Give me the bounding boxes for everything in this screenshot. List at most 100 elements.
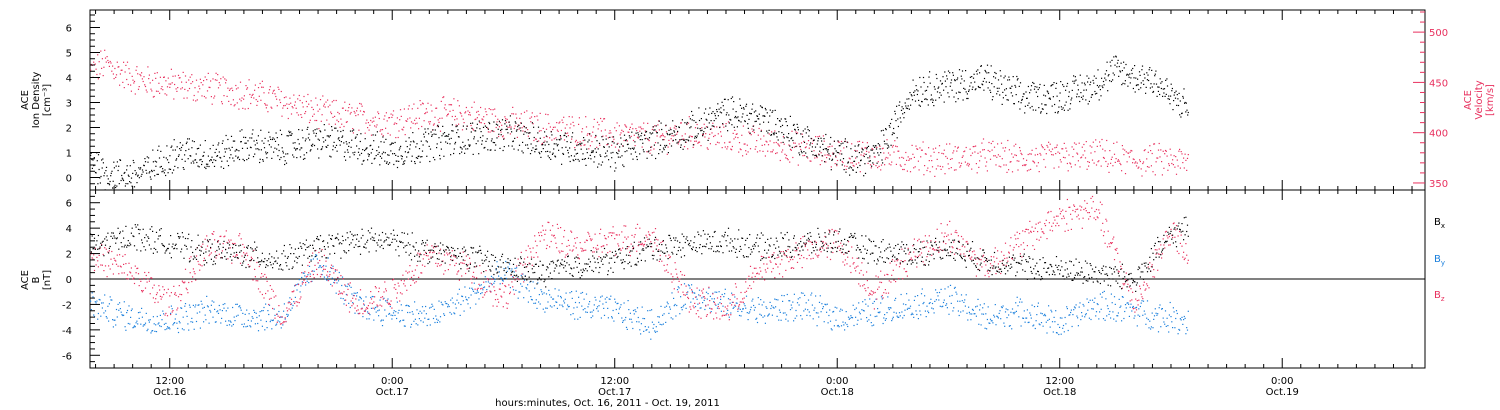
density-point xyxy=(470,131,472,133)
velocity-point xyxy=(796,132,799,134)
density-point xyxy=(345,159,347,161)
by-point xyxy=(796,302,799,304)
density-point xyxy=(925,89,928,91)
velocity-point xyxy=(1066,150,1068,152)
by-point xyxy=(689,287,691,289)
density-point xyxy=(393,163,395,166)
bz-point xyxy=(308,261,311,263)
velocity-point xyxy=(239,98,241,100)
density-point xyxy=(365,148,367,150)
density-point xyxy=(419,161,421,163)
density-point xyxy=(184,154,186,156)
by-point xyxy=(348,302,350,304)
density-point xyxy=(869,155,871,157)
velocity-point xyxy=(1174,166,1176,168)
velocity-point xyxy=(471,106,473,108)
by-point xyxy=(590,317,592,319)
density-point xyxy=(669,133,671,135)
by-point xyxy=(195,304,197,306)
density-point xyxy=(839,159,842,161)
density-point xyxy=(480,131,482,133)
by-point xyxy=(658,316,660,318)
density-point xyxy=(603,146,605,148)
density-point xyxy=(924,98,926,100)
by-point xyxy=(309,273,311,275)
velocity-point xyxy=(1178,150,1180,152)
velocity-point xyxy=(975,145,977,147)
density-point xyxy=(607,143,609,145)
velocity-point xyxy=(818,153,820,155)
velocity-point xyxy=(931,160,933,162)
velocity-point xyxy=(428,121,430,123)
velocity-point xyxy=(858,140,861,142)
velocity-point xyxy=(193,94,195,97)
density-point xyxy=(292,154,294,156)
velocity-point xyxy=(679,139,681,141)
velocity-point xyxy=(1004,147,1007,149)
density-point xyxy=(276,137,278,139)
by-point xyxy=(866,320,868,322)
by-point xyxy=(329,271,331,273)
density-point xyxy=(1142,80,1144,82)
velocity-point xyxy=(369,124,371,126)
density-point xyxy=(866,148,868,150)
by-point xyxy=(540,289,542,291)
velocity-point xyxy=(877,167,879,169)
bz-point xyxy=(325,260,327,262)
by-point xyxy=(990,320,992,322)
density-axis-tick-label: 0 xyxy=(66,174,72,185)
velocity-point xyxy=(1154,174,1156,176)
density-point xyxy=(645,131,647,133)
by-point xyxy=(1124,310,1126,313)
density-point xyxy=(672,139,674,141)
by-point xyxy=(942,305,944,307)
density-point xyxy=(492,130,494,132)
density-point xyxy=(1058,100,1061,102)
density-point xyxy=(270,146,272,148)
bz-point xyxy=(202,243,204,245)
density-point xyxy=(1065,89,1067,91)
density-point xyxy=(946,75,948,77)
by-point xyxy=(661,324,663,326)
density-point xyxy=(396,160,398,162)
velocity-point xyxy=(851,162,854,164)
by-point xyxy=(242,312,244,314)
by-point xyxy=(776,315,778,317)
velocity-point xyxy=(665,131,668,133)
by-point xyxy=(991,320,993,322)
by-point xyxy=(607,307,609,309)
velocity-point xyxy=(1121,145,1123,147)
density-point xyxy=(451,124,453,126)
by-point xyxy=(1004,311,1007,313)
density-point xyxy=(334,146,336,149)
velocity-point xyxy=(404,134,406,136)
by-point xyxy=(390,314,392,316)
density-point xyxy=(435,133,437,135)
velocity-point xyxy=(97,78,99,80)
by-point xyxy=(1085,313,1087,315)
bz-point xyxy=(334,282,336,284)
velocity-point xyxy=(158,82,160,84)
density-point xyxy=(1040,112,1042,114)
by-point xyxy=(362,316,364,318)
by-point xyxy=(535,299,537,301)
velocity-point xyxy=(762,150,764,152)
density-point xyxy=(575,153,577,155)
density-point xyxy=(633,147,635,149)
density-point xyxy=(901,106,903,108)
velocity-point xyxy=(854,149,856,152)
density-point xyxy=(614,162,616,164)
velocity-point xyxy=(1150,150,1152,152)
velocity-point xyxy=(815,136,817,138)
density-point xyxy=(700,118,702,120)
density-point xyxy=(1079,74,1081,76)
density-point xyxy=(1127,85,1129,87)
density-point xyxy=(100,175,102,178)
density-point xyxy=(791,146,793,149)
density-point xyxy=(936,91,939,93)
bz-point xyxy=(176,309,178,311)
density-point xyxy=(561,163,563,165)
velocity-point xyxy=(1176,159,1178,161)
density-point xyxy=(913,94,915,96)
velocity-point xyxy=(619,134,621,136)
